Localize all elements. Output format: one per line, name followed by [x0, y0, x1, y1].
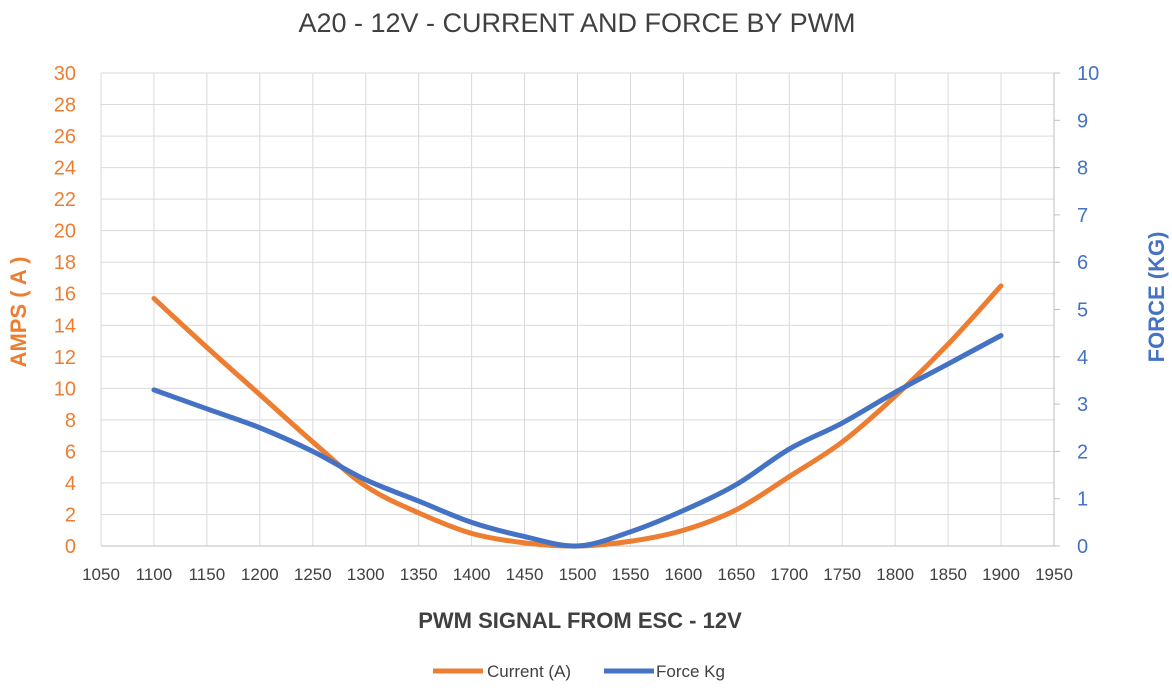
y-tick-left-label: 6 [65, 441, 76, 463]
x-tick-label: 1300 [347, 565, 385, 584]
y-tick-right-label: 7 [1077, 205, 1088, 227]
y-tick-right-label: 1 [1077, 489, 1088, 511]
x-tick-label: 1750 [823, 565, 861, 584]
x-tick-label: 1600 [664, 565, 702, 584]
x-tick-label: 1500 [559, 565, 597, 584]
plot-axes [101, 72, 1060, 547]
y-tick-right-label: 4 [1077, 347, 1088, 369]
y-tick-left-label: 12 [54, 347, 76, 369]
y-tick-left-label: 2 [65, 504, 76, 526]
x-tick-label: 1650 [717, 565, 755, 584]
x-tick-label: 1800 [876, 565, 914, 584]
y-tick-right-label: 5 [1077, 300, 1088, 322]
y-tick-right-label: 10 [1077, 63, 1099, 85]
y-tick-right-label: 9 [1077, 110, 1088, 132]
y-tick-right-label: 2 [1077, 441, 1088, 463]
y-tick-left-label: 22 [54, 189, 76, 211]
y-tick-left-label: 14 [54, 315, 76, 337]
y-axis-right-label: FORCE (KG) [1144, 232, 1169, 363]
x-tick-label: 1350 [400, 565, 438, 584]
x-tick-label: 1450 [506, 565, 544, 584]
x-tick-label: 1700 [770, 565, 808, 584]
y-tick-left-label: 18 [54, 252, 76, 274]
series-lines [151, 283, 1004, 549]
y-tick-left-label: 24 [54, 158, 76, 180]
y-axis-left-label: AMPS ( A ) [6, 257, 31, 368]
y-tick-left-label: 26 [54, 126, 76, 148]
legend: Current (A) Force Kg [433, 662, 725, 681]
y-tick-left-label: 10 [54, 378, 76, 400]
legend-item: Force Kg [604, 662, 725, 681]
y-tick-right-label: 0 [1077, 536, 1088, 558]
y-tick-left-label: 0 [65, 536, 76, 558]
x-axis-label: PWM SIGNAL FROM ESC - 12V [418, 608, 742, 633]
x-tick-label: 1900 [982, 565, 1020, 584]
x-tick-label: 1550 [612, 565, 650, 584]
y-tick-right-label: 8 [1077, 158, 1088, 180]
x-tick-label: 1250 [294, 565, 332, 584]
x-tick-label: 1200 [241, 565, 279, 584]
y-tick-left-label: 16 [54, 284, 76, 306]
x-tick-label: 1050 [82, 565, 120, 584]
y-tick-left-label: 4 [65, 473, 76, 495]
x-tick-label: 1400 [453, 565, 491, 584]
x-tick-label: 1950 [1035, 565, 1073, 584]
series-line-force [151, 333, 1004, 549]
y-tick-left-label: 8 [65, 410, 76, 432]
y-tick-right-label: 3 [1077, 394, 1088, 416]
chart-title: A20 - 12V - CURRENT AND FORCE BY PWM [298, 8, 855, 38]
plot-grid [100, 72, 1055, 547]
y-tick-left-label: 20 [54, 221, 76, 243]
x-tick-label: 1100 [136, 565, 173, 584]
y-tick-left-label: 28 [54, 95, 76, 117]
legend-label: Force Kg [656, 662, 725, 681]
legend-label: Current (A) [487, 662, 571, 681]
x-tick-label: 1150 [189, 565, 226, 584]
y-tick-right-label: 6 [1077, 252, 1088, 274]
y-tick-left-label: 30 [54, 63, 76, 85]
x-tick-label: 1850 [929, 565, 967, 584]
legend-item: Current (A) [433, 662, 571, 681]
